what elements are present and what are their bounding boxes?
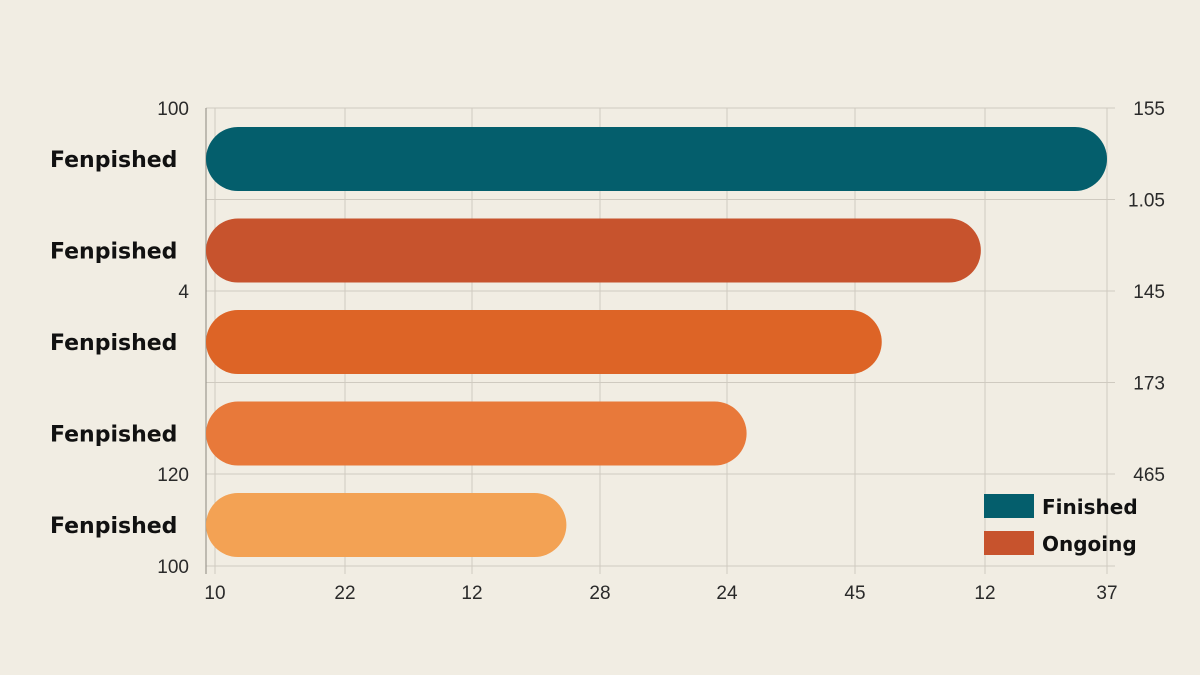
bar xyxy=(206,493,567,557)
left-tick-label: 4 xyxy=(178,282,189,303)
right-tick-label: 145 xyxy=(1133,282,1165,303)
right-tick-label: 173 xyxy=(1133,374,1165,395)
x-tick-label: 28 xyxy=(589,583,610,604)
bar xyxy=(206,310,882,374)
category-label: Fenpished xyxy=(50,423,177,448)
category-label: Fenpished xyxy=(50,240,177,265)
x-tick-label: 12 xyxy=(461,583,482,604)
category-label: Fenpished xyxy=(50,331,177,356)
bars xyxy=(206,127,1107,557)
category-labels: Fenpished Fenpished Fenpished Fenpished Fenp… xyxy=(50,148,177,539)
x-tick-label: 24 xyxy=(716,583,738,604)
left-tick-label: 120 xyxy=(157,465,189,486)
x-axis-ticks: 10 22 12 28 24 45 12 37 xyxy=(204,583,1117,604)
right-tick-label: 155 xyxy=(1133,99,1165,120)
x-tick-label: 22 xyxy=(334,583,355,604)
right-axis-ticks: 155 1.05 145 173 465 xyxy=(1128,99,1165,486)
bar xyxy=(206,401,747,466)
left-tick-label: 100 xyxy=(157,99,189,120)
x-tick-label: 37 xyxy=(1096,583,1117,604)
legend-label: Ongoing xyxy=(1042,532,1137,556)
x-tick-label: 10 xyxy=(204,583,225,604)
bar xyxy=(206,127,1107,191)
left-tick-label: 100 xyxy=(157,557,189,578)
legend-label: Finished xyxy=(1042,495,1138,519)
right-tick-label: 465 xyxy=(1133,465,1165,486)
bar xyxy=(206,218,981,283)
legend: Finished Ongoing xyxy=(984,494,1138,556)
right-tick-label: 1.05 xyxy=(1128,191,1165,212)
x-tick-label: 12 xyxy=(974,583,995,604)
legend-swatch xyxy=(984,494,1034,518)
category-label: Fenpished xyxy=(50,514,177,539)
category-label: Fenpished xyxy=(50,148,177,173)
legend-swatch xyxy=(984,531,1034,555)
x-tick-label: 45 xyxy=(844,583,865,604)
left-axis-ticks: 100 4 120 100 xyxy=(157,99,189,578)
